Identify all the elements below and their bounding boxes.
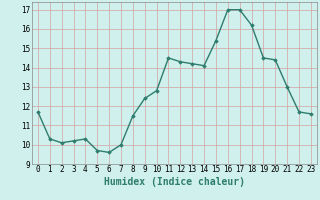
X-axis label: Humidex (Indice chaleur): Humidex (Indice chaleur) bbox=[104, 177, 245, 187]
